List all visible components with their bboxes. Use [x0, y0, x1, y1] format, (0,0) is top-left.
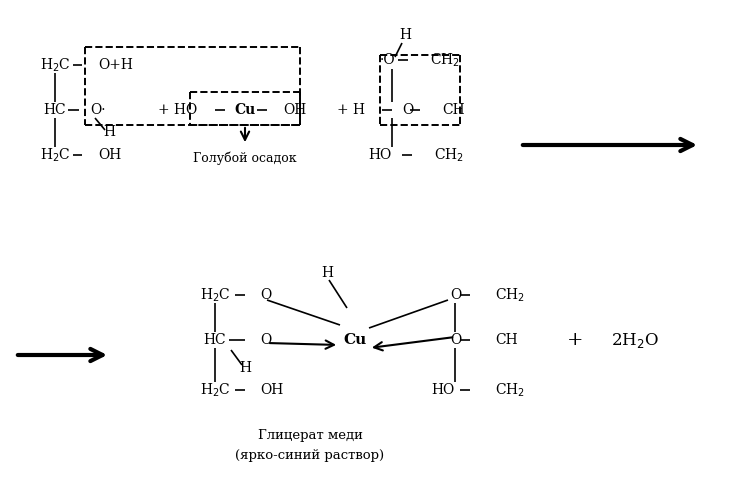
- Text: CH$_2$: CH$_2$: [430, 51, 460, 69]
- Text: O: O: [260, 288, 272, 302]
- Text: +: +: [567, 331, 583, 349]
- Text: + HO: + HO: [158, 103, 197, 117]
- Text: H$_2$C: H$_2$C: [199, 286, 231, 304]
- Text: (ярко-синий раствор): (ярко-синий раствор): [235, 448, 385, 462]
- Text: O+H: O+H: [98, 58, 133, 72]
- Text: ·O: ·O: [379, 53, 395, 67]
- Text: O: O: [450, 333, 461, 347]
- Text: Голубой осадок: Голубой осадок: [193, 151, 297, 165]
- Text: CH$_2$: CH$_2$: [434, 146, 464, 164]
- Text: OH: OH: [260, 383, 283, 397]
- Text: CH: CH: [442, 103, 464, 117]
- Text: HO: HO: [432, 383, 455, 397]
- Text: H$_2$C: H$_2$C: [39, 56, 70, 74]
- Text: Cu: Cu: [234, 103, 256, 117]
- Text: H$_2$C: H$_2$C: [39, 146, 70, 164]
- Text: Глицерат меди: Глицерат меди: [257, 429, 362, 441]
- Text: HC: HC: [204, 333, 226, 347]
- Text: H$_2$C: H$_2$C: [199, 382, 231, 399]
- Text: CH$_2$: CH$_2$: [495, 286, 525, 304]
- Text: O: O: [260, 333, 272, 347]
- Text: + H: + H: [337, 103, 365, 117]
- Text: Cu: Cu: [344, 333, 367, 347]
- Text: HO: HO: [369, 148, 392, 162]
- Text: 2H$_2$O: 2H$_2$O: [611, 330, 659, 350]
- Text: HC: HC: [44, 103, 66, 117]
- Text: O: O: [450, 288, 461, 302]
- Text: CH$_2$: CH$_2$: [495, 382, 525, 399]
- Text: H: H: [239, 361, 251, 375]
- Text: OH: OH: [283, 103, 307, 117]
- Text: H: H: [321, 266, 333, 280]
- Text: O·: O·: [90, 103, 106, 117]
- Text: CH: CH: [495, 333, 518, 347]
- Text: H: H: [103, 125, 115, 139]
- Text: O: O: [402, 103, 413, 117]
- Text: H: H: [399, 28, 411, 42]
- Text: OH: OH: [98, 148, 121, 162]
